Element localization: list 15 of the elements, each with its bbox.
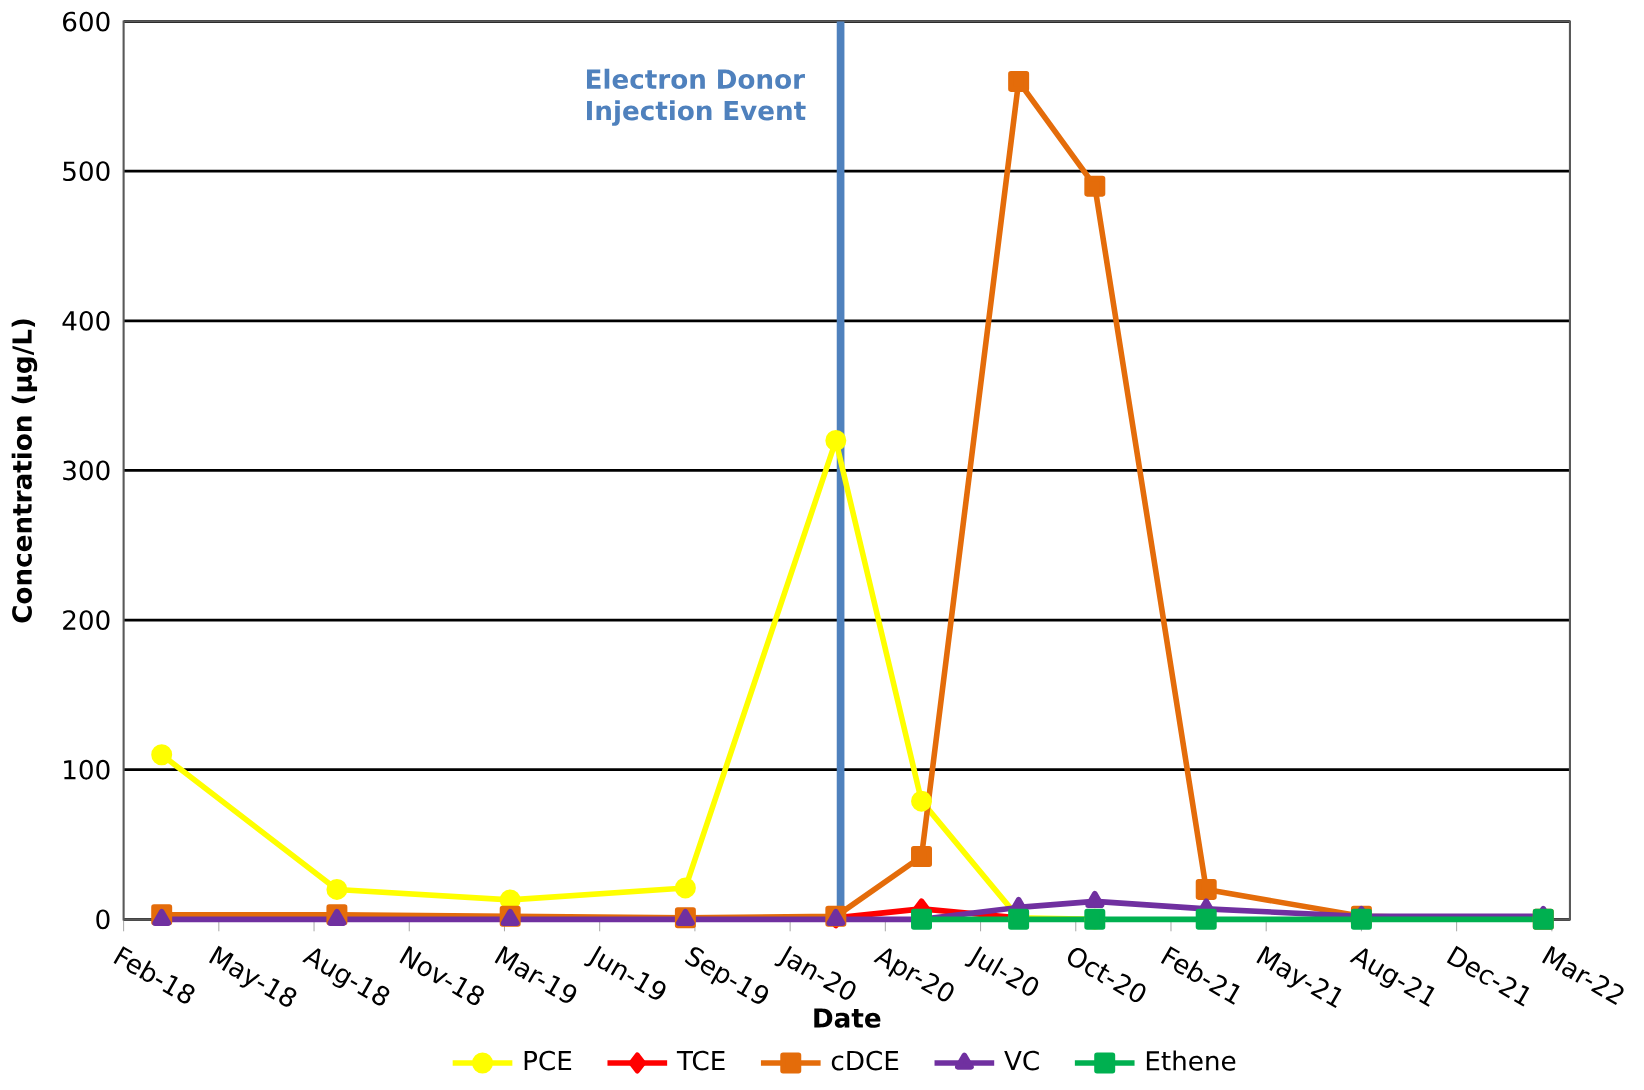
legend-label: Ethene (1146, 1050, 1236, 1071)
x-axis-title: Date (814, 1008, 881, 1029)
y-tick-label: 200 (63, 610, 110, 631)
ref-line-label: Electron Donor Injection Event (586, 68, 806, 126)
legend-label: PCE (524, 1050, 572, 1071)
y-tick-label: 300 (63, 460, 110, 481)
y-tick-label: 500 (63, 161, 110, 182)
y-axis-title: Concentration (µg/L) (11, 319, 38, 623)
y-tick-label: 0 (96, 909, 110, 930)
legend-label: cDCE (831, 1050, 899, 1071)
legend-label: TCE (676, 1050, 725, 1071)
legend-label: VC (1004, 1050, 1039, 1071)
y-tick-label: 400 (62, 311, 110, 331)
y-tick-label: 100 (64, 760, 110, 780)
y-tick-label: 600 (63, 11, 110, 32)
